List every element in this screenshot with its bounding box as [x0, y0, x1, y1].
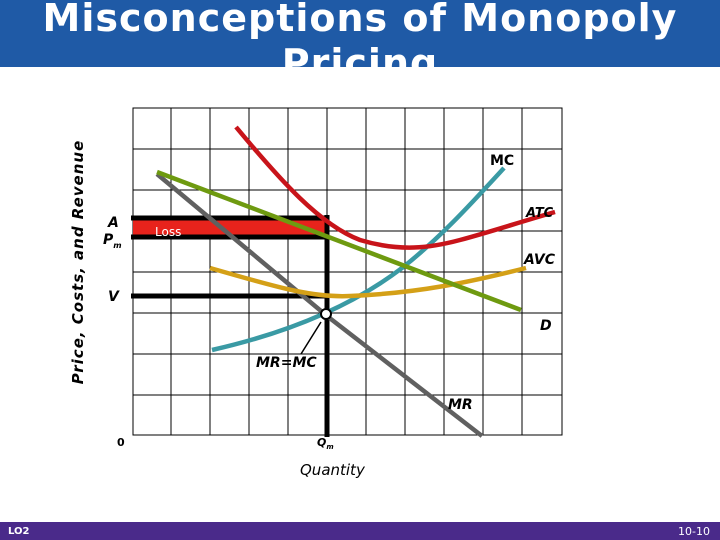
x-axis-label: Quantity [300, 461, 365, 479]
origin-label: 0 [117, 436, 125, 449]
loss-area [133, 219, 326, 236]
atc-curve [234, 125, 556, 250]
mc-curve [211, 166, 506, 353]
label-Pm: Pm [103, 232, 122, 250]
label-A: A [108, 215, 119, 231]
label-equilibrium: MR=MC [256, 355, 317, 371]
label-ATC: ATC [526, 206, 554, 221]
label-D: D [540, 318, 552, 334]
label-AVC: AVC [524, 252, 555, 268]
y-axis-label: Price, Costs, and Revenue [69, 139, 87, 385]
equilibrium-point [320, 308, 332, 320]
loss-label: Loss [155, 225, 182, 239]
label-MC: MC [490, 153, 515, 169]
equilibrium-pointer [300, 321, 322, 355]
grid [132, 107, 563, 436]
label-MR: MR [448, 397, 473, 413]
label-Qm: Qm [317, 436, 334, 452]
footer-bar: LO2 10-10 [0, 522, 720, 540]
footer-slide-number: 10-10 [678, 525, 710, 538]
label-V: V [108, 289, 119, 305]
title-bar: Misconceptions of Monopoly Pricing [0, 0, 720, 67]
avc-curve [209, 265, 527, 299]
slide-title: Misconceptions of Monopoly Pricing [42, 0, 678, 67]
demand-curve [156, 169, 522, 313]
footer-learning-objective: LO2 [8, 526, 30, 537]
